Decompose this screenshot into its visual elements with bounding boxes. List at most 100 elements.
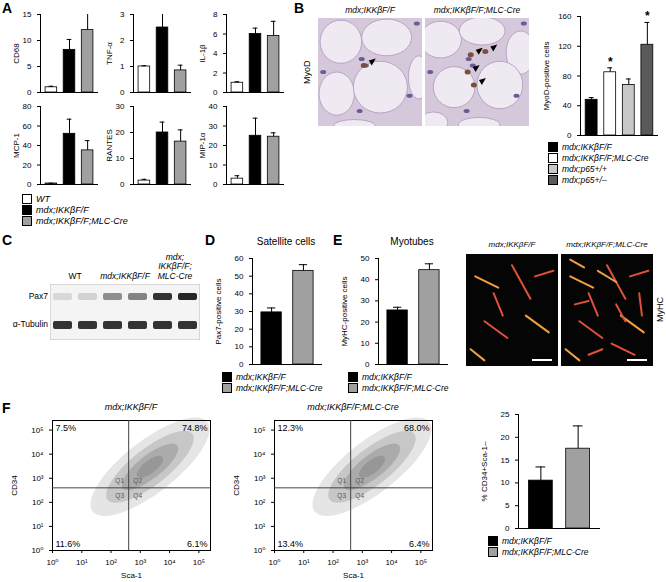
svg-text:IL-1β: IL-1β [198, 44, 207, 63]
svg-text:10: 10 [23, 36, 32, 45]
svg-text:20: 20 [361, 318, 370, 327]
svg-text:10¹: 10¹ [254, 522, 266, 531]
svg-text:CD68: CD68 [12, 43, 21, 64]
svg-text:10⁴: 10⁴ [163, 558, 176, 567]
svg-text:10⁵: 10⁵ [31, 426, 43, 435]
svg-text:10: 10 [235, 342, 244, 351]
svg-text:120: 120 [558, 42, 572, 51]
svg-text:10⁰: 10⁰ [31, 546, 43, 555]
svg-text:MIP-1α: MIP-1α [198, 132, 207, 158]
svg-text:Q4: Q4 [133, 492, 142, 500]
svg-text:8: 8 [213, 10, 218, 19]
svg-text:10²: 10² [254, 498, 266, 507]
svg-text:*: * [645, 9, 650, 23]
svg-text:10: 10 [116, 154, 125, 163]
svg-text:50: 50 [235, 272, 244, 281]
svg-text:Q3: Q3 [337, 492, 346, 500]
svg-text:10⁴: 10⁴ [31, 450, 44, 459]
svg-text:7.5%: 7.5% [56, 423, 77, 433]
svg-text:6: 6 [213, 30, 218, 39]
svg-text:TNF-α: TNF-α [105, 42, 114, 65]
svg-text:80: 80 [563, 72, 572, 81]
svg-text:% CD34+Sca-1–: % CD34+Sca-1– [480, 441, 489, 501]
svg-text:5: 5 [505, 501, 510, 510]
svg-text:10: 10 [209, 161, 218, 170]
svg-text:10⁴: 10⁴ [253, 450, 266, 459]
svg-text:0: 0 [120, 180, 125, 189]
svg-text:Sca-1: Sca-1 [121, 571, 142, 580]
svg-text:10²: 10² [105, 558, 117, 567]
svg-text:40: 40 [209, 102, 218, 111]
svg-text:20: 20 [23, 161, 32, 170]
svg-text:5: 5 [27, 62, 32, 71]
svg-text:4: 4 [213, 49, 218, 58]
svg-text:2: 2 [213, 69, 218, 78]
svg-text:10⁵: 10⁵ [193, 558, 205, 567]
svg-text:0: 0 [213, 88, 218, 97]
svg-text:Q2: Q2 [133, 477, 142, 485]
svg-text:Sca-1: Sca-1 [343, 571, 364, 580]
svg-text:Q1: Q1 [337, 477, 346, 485]
svg-text:20: 20 [116, 128, 125, 137]
svg-text:11.6%: 11.6% [56, 539, 81, 549]
svg-text:10³: 10³ [254, 474, 266, 483]
svg-text:6.1%: 6.1% [187, 539, 208, 549]
svg-text:12.3%: 12.3% [278, 423, 304, 433]
svg-text:0: 0 [567, 131, 572, 140]
svg-text:60: 60 [23, 122, 32, 131]
svg-text:20: 20 [235, 325, 244, 334]
svg-text:13.4%: 13.4% [278, 539, 304, 549]
svg-text:10: 10 [501, 478, 510, 487]
svg-text:10⁵: 10⁵ [415, 558, 427, 567]
svg-text:Pax7-positive cells: Pax7-positive cells [214, 278, 223, 344]
svg-text:80: 80 [23, 102, 32, 111]
svg-text:30: 30 [235, 307, 244, 316]
svg-text:30: 30 [209, 122, 218, 131]
svg-text:0: 0 [27, 180, 32, 189]
svg-text:0: 0 [365, 360, 370, 369]
svg-text:68.0%: 68.0% [404, 423, 430, 433]
svg-text:74.8%: 74.8% [182, 423, 208, 433]
svg-text:50: 50 [361, 254, 370, 263]
svg-text:15: 15 [23, 10, 32, 19]
svg-text:40: 40 [361, 275, 370, 284]
svg-text:0: 0 [27, 88, 32, 97]
svg-text:10⁵: 10⁵ [253, 426, 265, 435]
svg-text:20: 20 [209, 141, 218, 150]
svg-text:Q2: Q2 [355, 477, 364, 485]
svg-text:2: 2 [120, 36, 125, 45]
svg-text:30: 30 [361, 296, 370, 305]
svg-text:6.4%: 6.4% [409, 539, 430, 549]
svg-text:10³: 10³ [32, 474, 44, 483]
svg-text:10: 10 [361, 339, 370, 348]
svg-text:0: 0 [213, 180, 218, 189]
svg-text:MCP-1: MCP-1 [12, 133, 21, 158]
svg-text:25: 25 [501, 410, 510, 419]
svg-text:CD34: CD34 [10, 475, 19, 496]
svg-text:3: 3 [120, 10, 125, 19]
svg-text:Q1: Q1 [115, 477, 124, 485]
svg-text:10³: 10³ [357, 558, 369, 567]
svg-text:10⁴: 10⁴ [385, 558, 398, 567]
svg-text:10²: 10² [32, 498, 44, 507]
svg-text:10⁰: 10⁰ [268, 558, 280, 567]
svg-text:10⁰: 10⁰ [46, 558, 58, 567]
svg-text:40: 40 [235, 289, 244, 298]
svg-text:15: 15 [501, 456, 510, 465]
svg-text:30: 30 [116, 102, 125, 111]
svg-text:0: 0 [239, 360, 244, 369]
svg-text:Q3: Q3 [115, 492, 124, 500]
svg-text:MyHC-positive cells: MyHC-positive cells [340, 276, 349, 346]
svg-text:10¹: 10¹ [298, 558, 310, 567]
svg-text:40: 40 [563, 101, 572, 110]
svg-text:MyoD-positive cells: MyoD-positive cells [542, 42, 551, 111]
svg-text:20: 20 [501, 433, 510, 442]
svg-text:10¹: 10¹ [76, 558, 88, 567]
svg-text:60: 60 [235, 254, 244, 263]
svg-text:10³: 10³ [135, 558, 147, 567]
svg-text:1: 1 [120, 62, 125, 71]
svg-text:10¹: 10¹ [32, 522, 44, 531]
svg-text:160: 160 [558, 12, 572, 21]
svg-text:10²: 10² [327, 558, 339, 567]
svg-text:10⁰: 10⁰ [253, 546, 265, 555]
